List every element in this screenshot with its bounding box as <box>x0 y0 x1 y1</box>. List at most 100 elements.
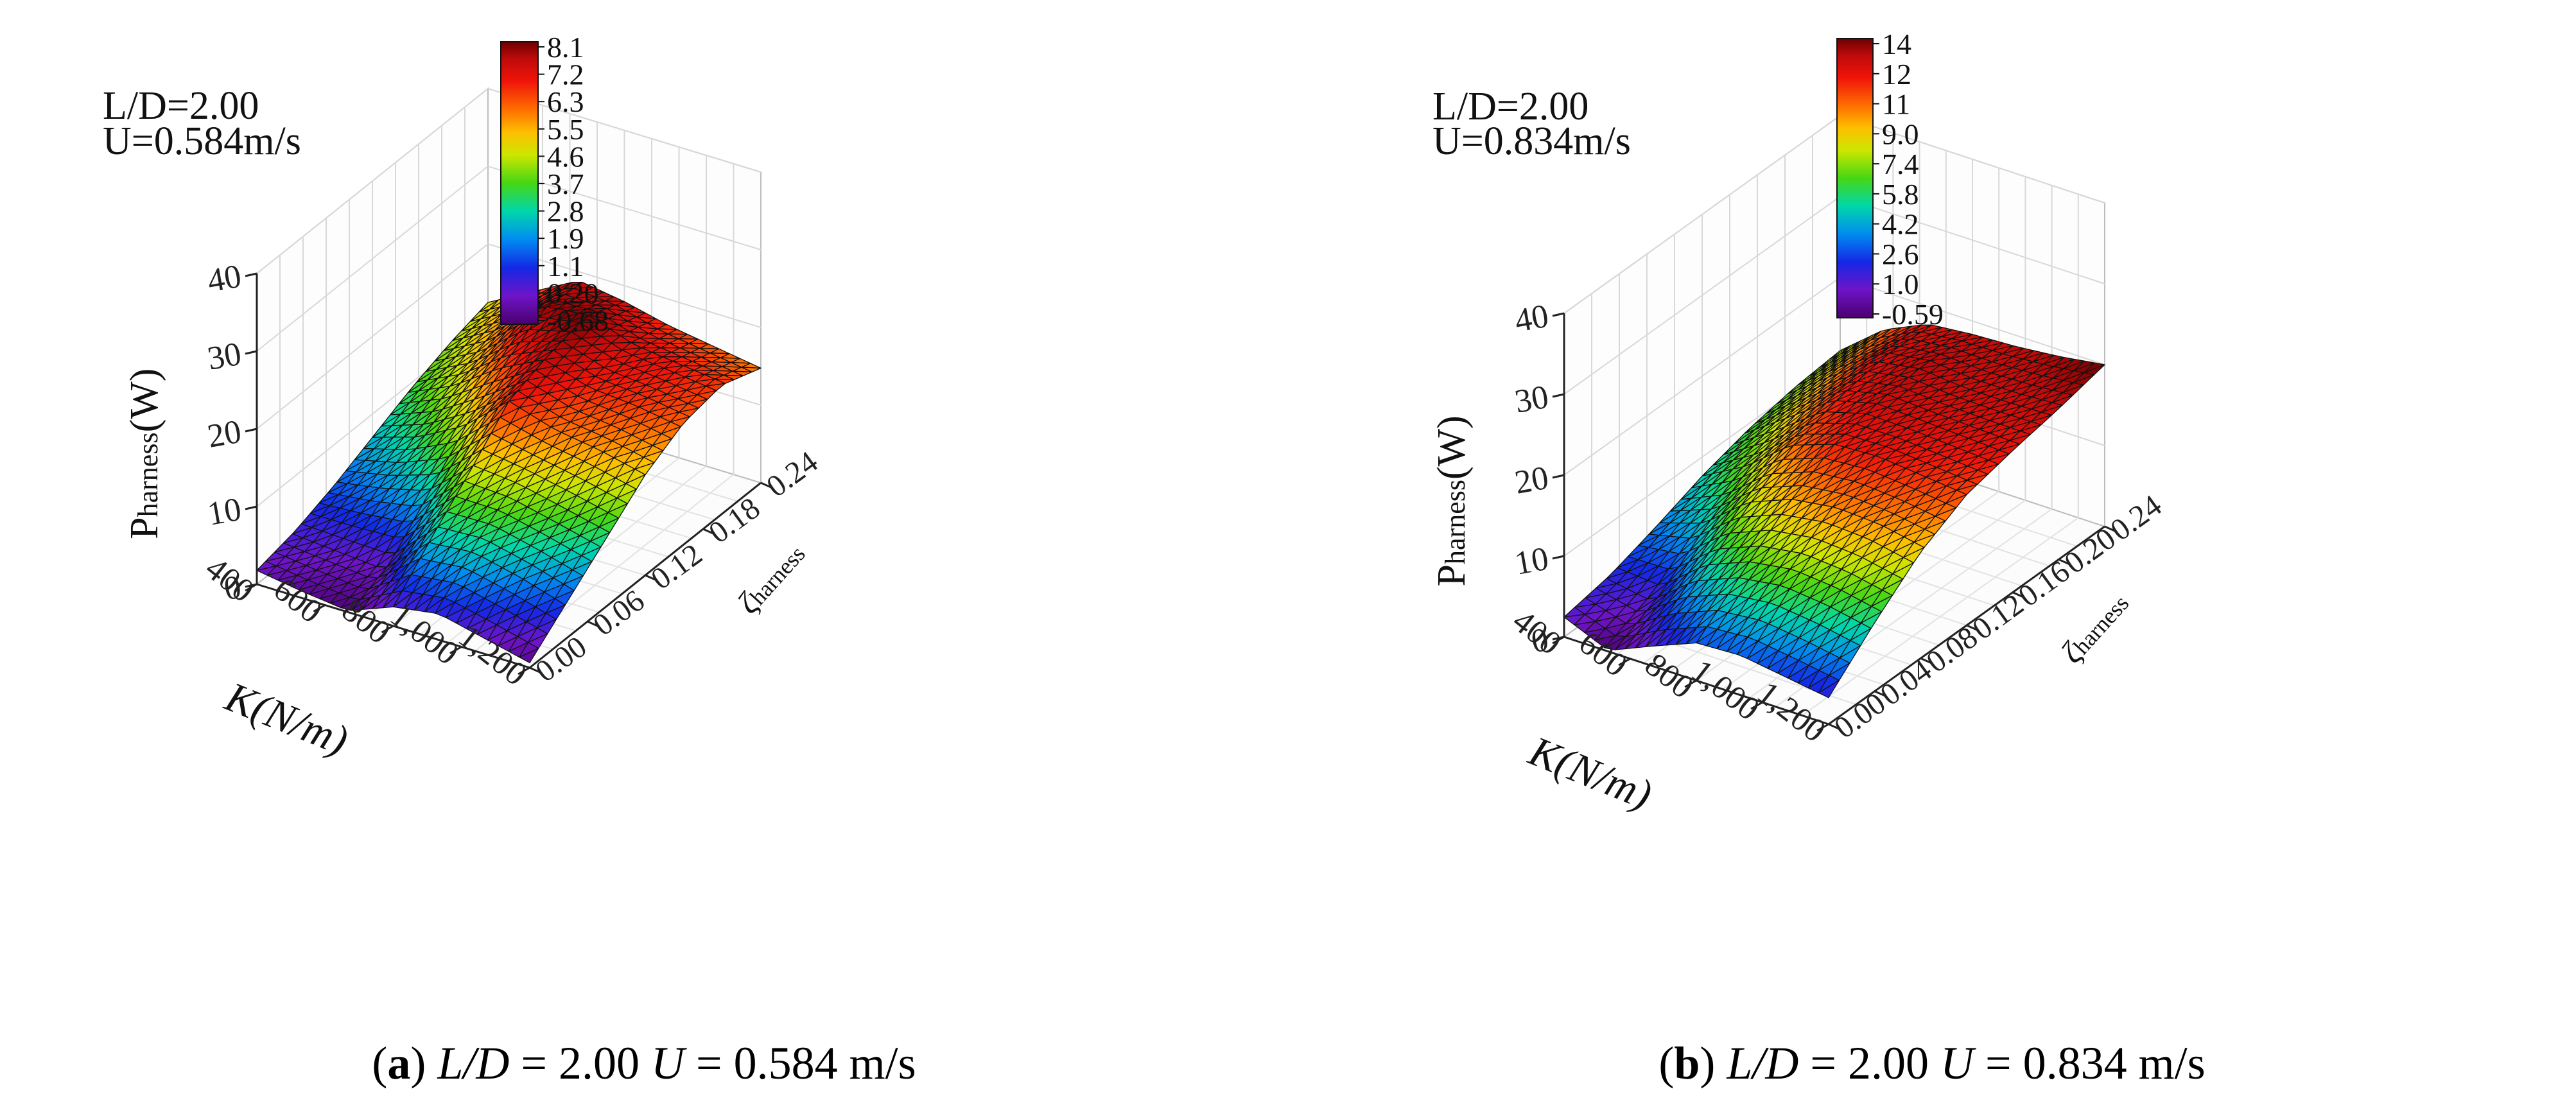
panel-b: 0 10 20 30 40 Pharness(W) 400 600 800 1,000 1,200 K… <box>1288 0 2576 1103</box>
surface-facet <box>1685 626 1708 645</box>
k-tick <box>1750 701 1763 710</box>
z-tick-label: 10 <box>205 491 244 533</box>
colorbar-tick-label: 14 <box>1882 28 1911 60</box>
surface-facet <box>508 641 529 658</box>
colorbar-tick-label: 4.6 <box>547 140 584 173</box>
surface-facet <box>424 597 445 614</box>
surface-facet <box>309 588 329 600</box>
surface-facet <box>1614 634 1637 650</box>
surface-facet <box>382 590 403 609</box>
surface-facet <box>476 624 498 641</box>
colorbar-a: 8.17.26.35.54.63.72.81.91.10.20-0.68 <box>500 31 609 337</box>
z-tick <box>1552 312 1565 317</box>
caption-a: (a) L/D = 2.00 U = 0.584 m/s <box>372 1038 916 1089</box>
caption-a-ld-label: L/D <box>437 1038 510 1089</box>
colorbar-tick-label: 6.3 <box>547 85 584 118</box>
colorbar-tick-label: 11 <box>1882 88 1910 121</box>
surface-mesh-a <box>256 281 761 663</box>
colorbar-tick-label: 2.6 <box>1882 238 1919 270</box>
z-axis-title-main: P <box>1430 564 1474 586</box>
surface-facet <box>372 592 392 609</box>
surface-facet <box>1736 640 1759 659</box>
surface-facet <box>1574 621 1596 633</box>
z-axis-title-sub: harness <box>132 432 164 517</box>
colorbar-tick-label: 1.0 <box>1882 268 1919 300</box>
surface-facet <box>351 596 371 611</box>
surface-facet <box>487 630 508 647</box>
caption-b-u-unit: m/s <box>2138 1038 2206 1089</box>
z-tick-label: 20 <box>1512 460 1551 501</box>
colorbar-tick-label: 8.1 <box>547 31 584 64</box>
k-axis-title: K(N/m) <box>1522 727 1658 819</box>
k-tick <box>518 666 530 675</box>
z-tick-label: 40 <box>205 258 244 300</box>
caption-b-u-label: U <box>1940 1038 1974 1089</box>
zeta-tick <box>760 482 773 489</box>
caption-a-u-unit: m/s <box>849 1038 916 1089</box>
surface-facet <box>340 599 361 611</box>
zeta-tick <box>1920 657 1933 664</box>
surface-facet <box>1807 675 1830 693</box>
caption-a-ld-value: 2.00 <box>558 1038 640 1089</box>
zeta-tick <box>2058 558 2071 566</box>
surface-facet <box>1655 628 1677 647</box>
caption-a-u-value: 0.584 <box>733 1038 838 1089</box>
z-tick-label: 30 <box>1512 379 1551 421</box>
k-tick <box>1816 723 1829 732</box>
surface-facet <box>413 595 435 612</box>
colorbar-tick-label: 2.8 <box>547 195 584 228</box>
annotation-ld: L/D=2.00 <box>103 84 259 128</box>
surface-facet <box>256 565 277 576</box>
colorbar-tick-label: -0.59 <box>1882 298 1944 331</box>
surface-facet <box>1696 629 1718 647</box>
grid-line <box>256 165 761 352</box>
k-tick <box>381 625 394 634</box>
zeta-tick <box>529 666 542 674</box>
z-tick <box>1552 555 1565 560</box>
surface-facet <box>445 607 466 624</box>
z-axis-title: Pharness(W) <box>123 369 166 539</box>
zeta-tick <box>2104 525 2117 533</box>
zeta-tick <box>1828 723 1841 731</box>
z-tick <box>245 428 257 433</box>
z-tick <box>245 505 257 510</box>
annotation-b: L/D=2.00U=0.834m/s <box>1432 85 1631 163</box>
caption-b-u-value: 0.834 <box>2023 1038 2127 1089</box>
zeta-tick <box>1966 624 1979 632</box>
caption-a-u-label: U <box>650 1038 684 1089</box>
caption-b-ld-label: L/D <box>1727 1038 1799 1089</box>
grid-line <box>1802 517 2079 717</box>
zeta-axis-title: ζharness <box>2053 585 2135 670</box>
z-tick-label: 10 <box>1512 541 1551 582</box>
k-tick <box>449 646 462 654</box>
colorbar-tick-label: 0.20 <box>547 277 599 309</box>
z-axis-title-sub: harness <box>1440 480 1471 564</box>
surface-facet <box>298 584 319 595</box>
k-tick <box>1684 679 1697 688</box>
colorbar-tick-label: 1.1 <box>547 250 584 282</box>
caption-b-label: b <box>1674 1038 1700 1089</box>
surface-facet <box>1757 650 1779 669</box>
k-tick <box>1552 636 1565 645</box>
z-axis-title-unit: (W) <box>123 369 166 433</box>
colorbar-tick-label: 9.0 <box>1882 117 1919 150</box>
z-tick-label: 40 <box>1512 298 1551 340</box>
surface-facet <box>1746 645 1769 664</box>
annotation-u: U=0.584m/s <box>103 119 301 163</box>
surface-facet <box>1645 629 1667 648</box>
caption-a-label: a <box>387 1038 411 1089</box>
z-axis-title-unit: (W) <box>1430 415 1474 480</box>
k-axis-title: K(N/m) <box>218 673 354 764</box>
annotation-ld: L/D=2.00 <box>1432 85 1588 128</box>
grid-line <box>256 87 761 274</box>
surface-facet <box>277 575 298 586</box>
surface-facet <box>1624 632 1647 650</box>
colorbar-tick-label: 1.9 <box>547 222 584 255</box>
grid-line <box>256 243 761 430</box>
panel-a: 0 10 20 30 40 Pharness(W) 400 600 800 1,000 1,200 K… <box>103 31 916 1089</box>
surface-facet <box>1604 636 1626 650</box>
